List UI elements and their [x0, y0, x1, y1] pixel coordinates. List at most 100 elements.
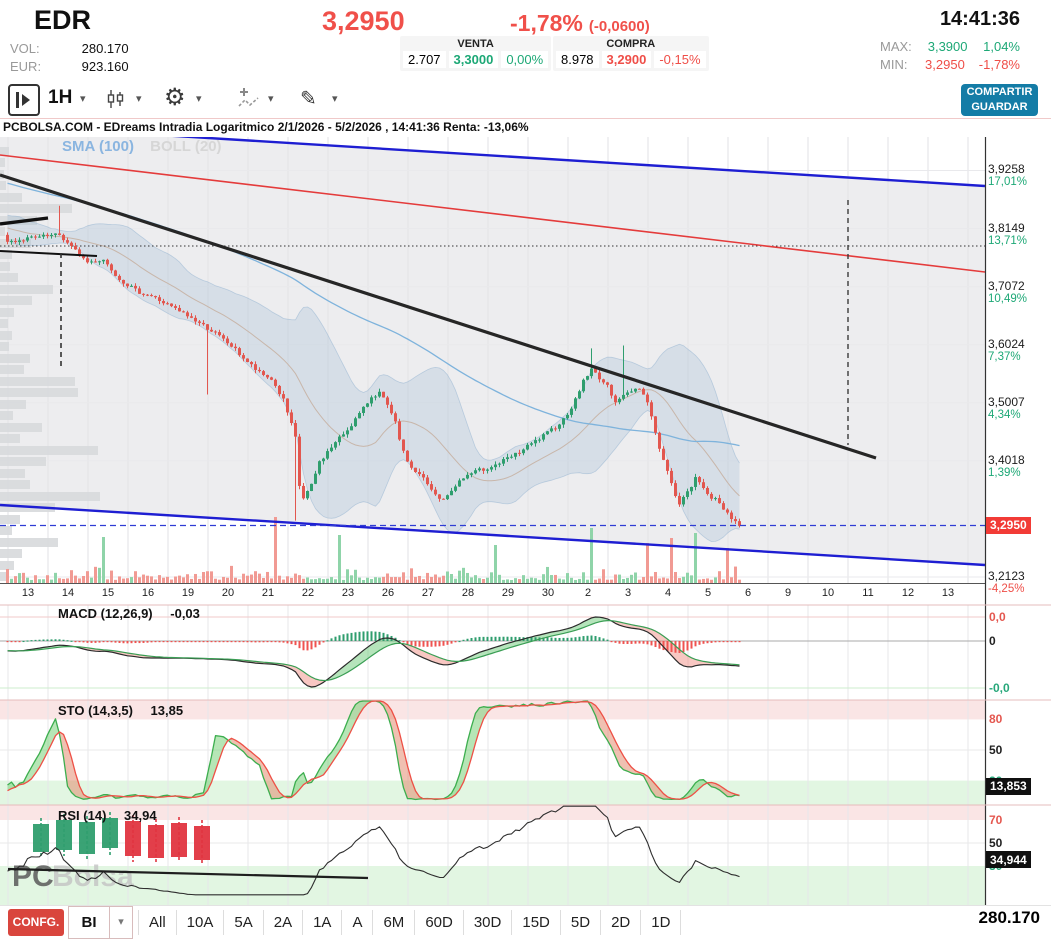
last-price: 3,2950	[322, 6, 405, 36]
timeframe-caret-icon[interactable]: ▾	[80, 93, 86, 105]
price-tick-label: 3,6024 7,37%	[988, 338, 1025, 363]
range-button-all[interactable]: All	[138, 909, 177, 935]
ask-percent: 0,00%	[501, 51, 549, 68]
tick-percent: 10,49%	[988, 292, 1028, 305]
bid-quantity: 8.978	[556, 51, 599, 68]
time-tick-label: 3	[624, 587, 632, 599]
time-tick-label: 20	[221, 587, 235, 599]
add-indicator-caret-icon[interactable]: ▾	[268, 93, 274, 105]
indicator-preset-select[interactable]: BI ▾	[68, 906, 133, 939]
tick-percent: 17,01%	[988, 176, 1028, 189]
time-tick-label: 6	[744, 587, 752, 599]
range-button-5d[interactable]: 5D	[561, 909, 602, 935]
range-button-1d[interactable]: 1D	[641, 909, 682, 935]
sto-axis-label: 80	[989, 712, 1003, 726]
range-button-1a[interactable]: 1A	[303, 909, 343, 935]
price-tick-label: 3,5007 4,34%	[988, 396, 1025, 421]
timeframe-current[interactable]: 1H	[48, 87, 73, 108]
tick-percent: 1,39%	[988, 466, 1021, 479]
panel-toggle-button[interactable]	[8, 84, 40, 116]
share-label: COMPARTIR	[966, 86, 1033, 98]
macd-label-row[interactable]: MACD (12,26,9) -0,03	[58, 606, 200, 621]
min-value: 3,2950	[925, 57, 965, 72]
range-button-30d[interactable]: 30D	[464, 909, 513, 935]
time-tick-label: 23	[341, 587, 355, 599]
price-tick-label: 3,4018 1,39%	[988, 454, 1025, 479]
clock: 14:41:36	[939, 8, 1020, 30]
rsi-label-row[interactable]: RSI (14) 34,94	[58, 808, 157, 823]
pencil-icon: ✎	[300, 88, 317, 110]
max-value: 3,3900	[927, 39, 968, 54]
indicator-preset-caret-icon[interactable]: ▾	[109, 907, 132, 938]
svg-text:Bolsa: Bolsa	[52, 860, 134, 893]
chart-type-button[interactable]	[104, 87, 128, 116]
max-row: MAX: 3,3900 1,04%	[880, 39, 1020, 54]
ask-title: VENTA	[457, 38, 494, 50]
time-tick-label: 28	[461, 587, 475, 599]
tick-price: 3,9258	[988, 162, 1025, 177]
legend-sma[interactable]: SMA (100)	[62, 138, 134, 155]
time-tick-label: 15	[101, 587, 115, 599]
time-tick-label: 4	[664, 587, 672, 599]
price-tick-label: 3,9258 17,01%	[988, 163, 1027, 188]
draw-tools-button[interactable]: ✎	[300, 86, 317, 111]
tick-price: 3,2123	[988, 569, 1025, 584]
tick-price: 3,8149	[988, 220, 1025, 235]
max-percent: 1,04%	[983, 39, 1020, 54]
share-save-button[interactable]: COMPARTIR GUARDAR	[961, 84, 1038, 116]
price-tick-label: 3,7072 10,49%	[988, 280, 1027, 305]
add-indicator-button[interactable]	[236, 86, 262, 117]
min-percent: -1,78%	[978, 57, 1020, 72]
ask-quote-box: VENTA 2.707 3,3000 0,00%	[400, 36, 552, 71]
time-tick-label: 22	[301, 587, 315, 599]
time-tick-label: 26	[381, 587, 395, 599]
macd-axis-label: 0,0	[989, 610, 1006, 624]
range-button-10a[interactable]: 10A	[177, 909, 225, 935]
macd-axis-label: 0	[989, 634, 996, 648]
vol-label: VOL:	[10, 41, 40, 56]
sto-value: 13,85	[150, 703, 184, 718]
draw-tools-caret-icon[interactable]: ▾	[332, 93, 338, 105]
macd-value: -0,03	[170, 606, 200, 621]
range-button-6m[interactable]: 6M	[373, 909, 416, 935]
sto-label: STO (14,3,5)	[58, 703, 133, 718]
tick-percent: 7,37%	[988, 350, 1021, 363]
candlestick-icon	[107, 90, 124, 108]
range-button-15d[interactable]: 15D	[512, 909, 561, 935]
range-button-2a[interactable]: 2A	[264, 909, 304, 935]
tick-percent: 4,34%	[988, 408, 1021, 421]
gear-icon: ⚙	[164, 84, 186, 111]
sto-label-row[interactable]: STO (14,3,5) 13,85	[58, 703, 183, 718]
tick-percent: 13,71%	[988, 234, 1028, 247]
tick-price: 3,5007	[988, 394, 1025, 409]
range-button-2d[interactable]: 2D	[601, 909, 642, 935]
settings-button[interactable]: ⚙	[164, 83, 186, 112]
max-label: MAX:	[880, 39, 912, 54]
range-button-60d[interactable]: 60D	[415, 909, 464, 935]
rsi-axis-label: 50	[989, 836, 1003, 850]
tick-price: 3,7072	[988, 278, 1025, 293]
chart-type-caret-icon[interactable]: ▾	[136, 93, 142, 105]
change-absolute: (-0,0600)	[588, 18, 650, 35]
settings-caret-icon[interactable]: ▾	[196, 93, 202, 105]
legend-boll[interactable]: BOLL (20)	[150, 138, 222, 155]
chart-title: PCBOLSA.COM - EDreams Intradia Logaritmi…	[3, 120, 529, 134]
ask-price[interactable]: 3,3000	[448, 51, 499, 68]
time-tick-label: 14	[61, 587, 75, 599]
config-button[interactable]: CONFG.	[8, 909, 64, 936]
range-button-a[interactable]: A	[342, 909, 374, 935]
symbol-ticker: EDR	[34, 5, 92, 35]
change-percent-value: -1,78%	[510, 10, 583, 36]
time-tick-label: 16	[141, 587, 155, 599]
time-tick-label: 12	[901, 587, 915, 599]
min-label: MIN:	[880, 57, 908, 72]
eur-label: EUR:	[10, 59, 42, 74]
tick-percent: -4,25%	[988, 583, 1025, 596]
eur-value: 923.160	[81, 59, 129, 74]
range-button-5a[interactable]: 5A	[224, 909, 264, 935]
chart-title-bar	[0, 118, 1051, 137]
volume-row: VOL: 280.170	[10, 41, 129, 56]
max-min-block: MAX: 3,3900 1,04% MIN: 3,2950 -1,78%	[880, 39, 1020, 75]
bid-price[interactable]: 3,2900	[601, 51, 652, 68]
